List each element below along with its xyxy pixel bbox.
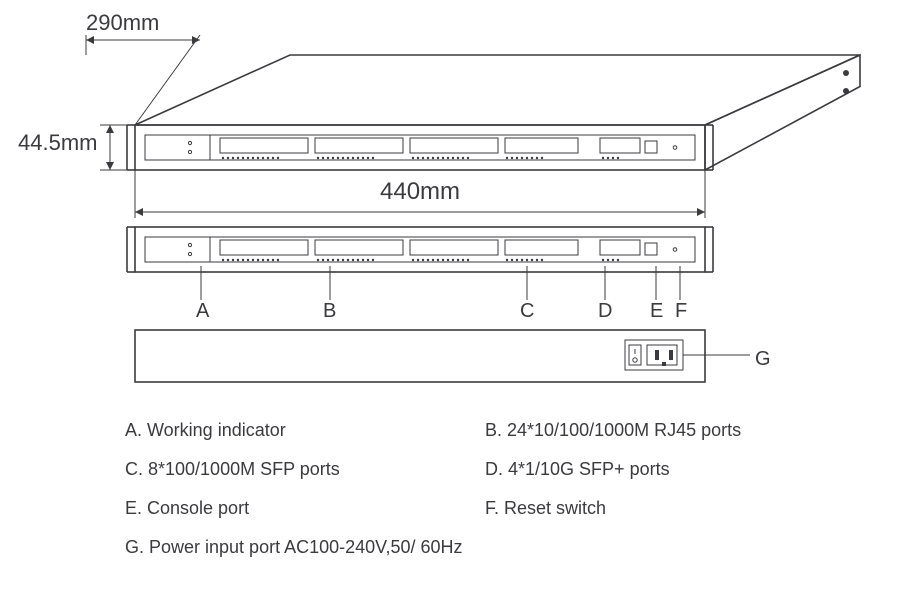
legend-G: G. Power input port AC100-240V,50/ 60Hz [125, 537, 785, 558]
callout-A: A [196, 300, 209, 323]
legend-B: B. 24*10/100/1000M RJ45 ports [485, 420, 785, 441]
dim-width-label: 440mm [380, 178, 460, 206]
legend-A: A. Working indicator [125, 420, 425, 441]
callout-D: D [598, 300, 612, 323]
callout-F: F [675, 300, 687, 323]
dim-depth-label: 290mm [86, 10, 159, 36]
legend-block: A. Working indicator B. 24*10/100/1000M … [125, 420, 785, 576]
diagram-canvas: 290mm 44.5mm 440mm A B C D E F G A. Work… [0, 0, 909, 607]
callout-E: E [650, 300, 663, 323]
legend-E: E. Console port [125, 498, 425, 519]
callout-C: C [520, 300, 534, 323]
legend-F: F. Reset switch [485, 498, 785, 519]
callout-B: B [323, 300, 336, 323]
callout-G: G [755, 348, 771, 371]
legend-C: C. 8*100/1000M SFP ports [125, 459, 425, 480]
dim-height-label: 44.5mm [18, 130, 97, 156]
legend-D: D. 4*1/10G SFP+ ports [485, 459, 785, 480]
